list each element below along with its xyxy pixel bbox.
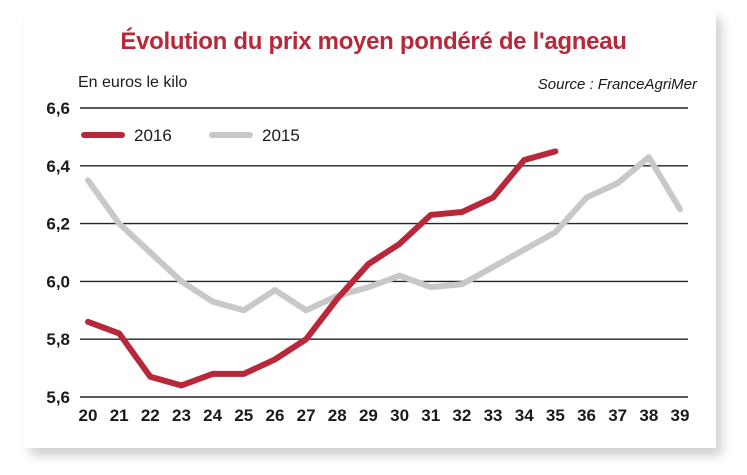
x-tick-label: 25 [234, 406, 253, 425]
y-axis-ticks: 5,6 5,8 6,0 6,2 6,4 6,6 [46, 99, 70, 407]
x-tick-label: 29 [359, 406, 378, 425]
x-tick-label: 27 [297, 406, 316, 425]
y-tick-label: 6,0 [46, 272, 70, 291]
x-tick-label: 34 [515, 406, 534, 425]
source-label: Source : FranceAgriMer [537, 76, 697, 93]
x-tick-label: 30 [390, 406, 409, 425]
grid-lines [80, 107, 688, 398]
y-tick-label: 5,8 [46, 330, 70, 349]
series-group [85, 148, 683, 389]
x-tick-label: 33 [484, 406, 503, 425]
x-tick-label: 37 [608, 406, 627, 425]
x-tick-label: 28 [328, 406, 347, 425]
series-line-2015 [85, 154, 683, 314]
legend: 2016 2015 [81, 126, 300, 145]
x-tick-label: 32 [452, 406, 471, 425]
x-tick-label: 35 [546, 406, 565, 425]
x-tick-label: 21 [110, 406, 129, 425]
x-tick-label: 24 [203, 406, 222, 425]
x-tick-label: 22 [141, 406, 160, 425]
x-tick-label: 20 [79, 406, 98, 425]
chart-card [24, 10, 716, 448]
chart-title: Évolution du prix moyen pondéré de l'agn… [120, 28, 627, 55]
y-axis-unit-label: En euros le kilo [78, 74, 188, 91]
x-tick-label: 26 [265, 406, 284, 425]
y-tick-label: 6,2 [46, 215, 70, 234]
y-tick-label: 6,6 [46, 99, 70, 118]
x-axis-ticks: 20 21 22 23 24 25 26 27 28 29 30 31 32 33 34 35 36 37 38 39 [79, 406, 690, 425]
legend-label-2016: 2016 [134, 126, 172, 145]
y-tick-label: 5,6 [46, 388, 70, 407]
x-tick-label: 38 [639, 406, 658, 425]
x-tick-label: 31 [421, 406, 440, 425]
series-line-2016 [85, 148, 559, 389]
x-tick-label: 36 [577, 406, 596, 425]
legend-label-2015: 2015 [262, 126, 300, 145]
y-tick-label: 6,4 [46, 157, 70, 176]
x-tick-label: 23 [172, 406, 191, 425]
x-tick-label: 39 [671, 406, 690, 425]
